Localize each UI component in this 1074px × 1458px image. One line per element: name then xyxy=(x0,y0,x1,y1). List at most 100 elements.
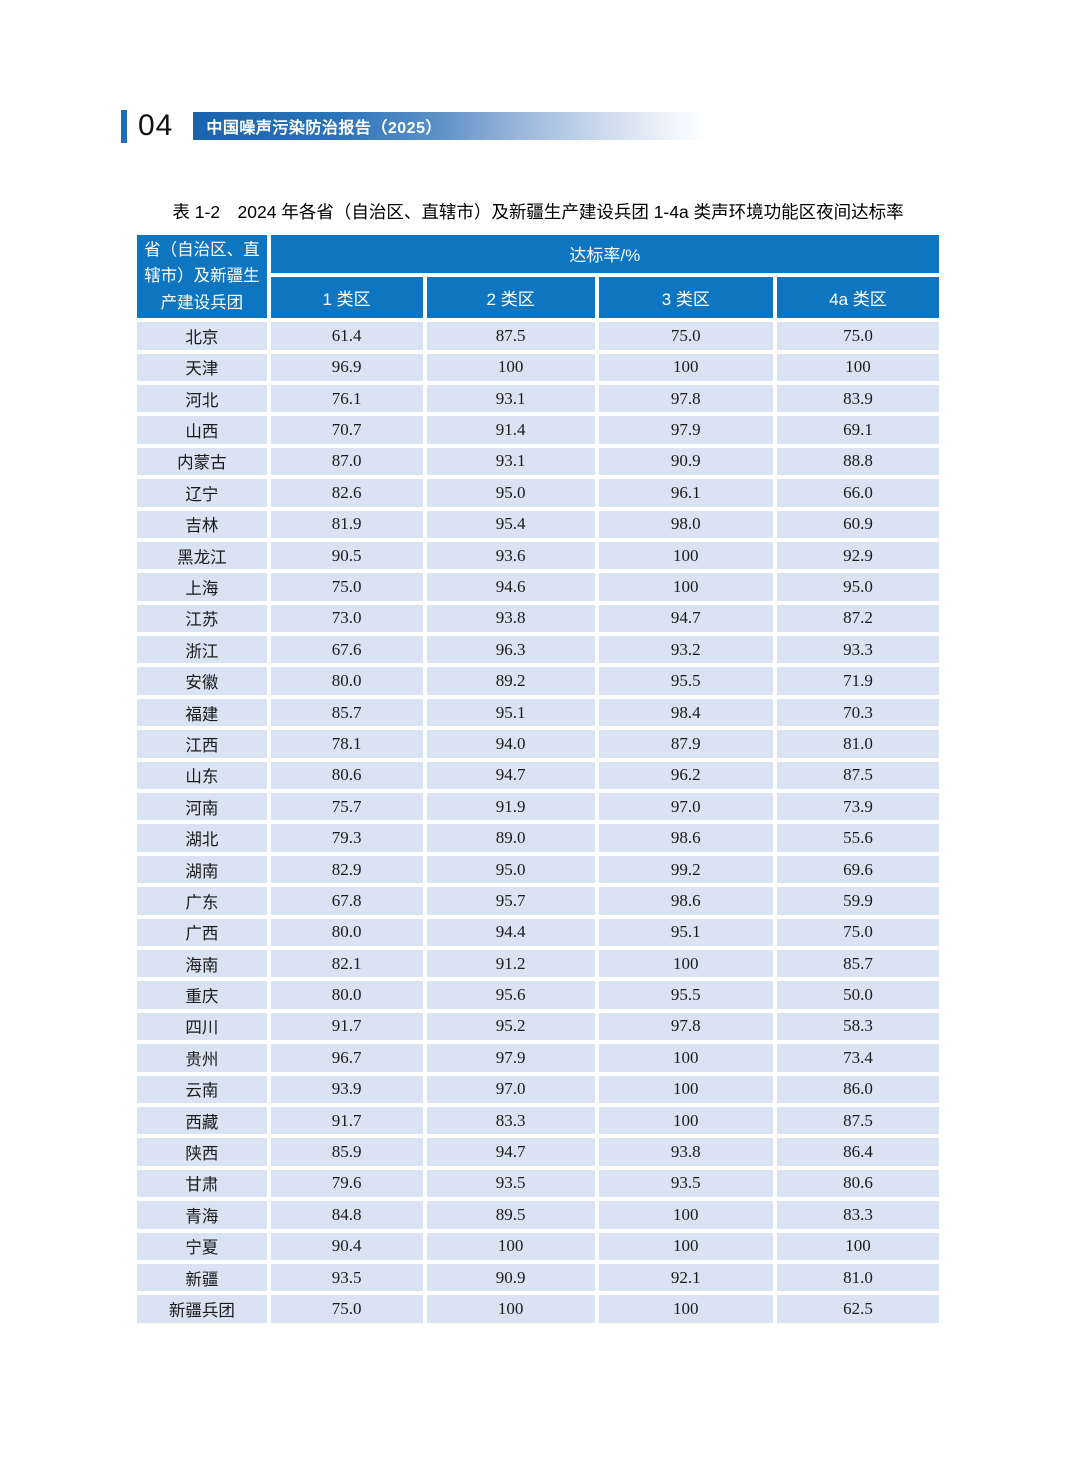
value-cell: 94.6 xyxy=(426,573,595,601)
value-cell: 75.0 xyxy=(776,918,939,946)
value-cell: 94.7 xyxy=(426,761,595,790)
table-row: 辽宁 82.6 95.0 96.1 66.0 xyxy=(137,479,939,507)
value-cell: 87.5 xyxy=(426,322,595,350)
value-cell: 83.3 xyxy=(426,1106,595,1135)
region-cell: 广西 xyxy=(137,918,267,946)
table-body: 北京 61.4 87.5 75.0 75.0 天津 96.9 100 100 100 河北 76.1 9… xyxy=(137,322,939,1323)
value-cell: 93.5 xyxy=(426,1169,595,1198)
zone3-header: 3 类区 xyxy=(598,276,773,319)
value-cell: 94.7 xyxy=(426,1138,595,1166)
value-cell: 90.9 xyxy=(426,1263,595,1292)
value-cell: 75.7 xyxy=(270,793,423,821)
value-cell: 55.6 xyxy=(776,824,939,852)
value-cell: 98.0 xyxy=(598,510,773,538)
value-cell: 60.9 xyxy=(776,510,939,538)
region-column-header: 省（自治区、直辖市）及新疆生产建设兵团 xyxy=(137,235,267,319)
region-cell: 吉林 xyxy=(137,510,267,538)
value-cell: 95.0 xyxy=(776,573,939,601)
value-cell: 89.5 xyxy=(426,1201,595,1229)
value-cell: 93.5 xyxy=(598,1169,773,1198)
region-cell: 新疆 xyxy=(137,1263,267,1292)
value-cell: 100 xyxy=(598,1075,773,1103)
value-cell: 95.1 xyxy=(598,918,773,946)
table-row: 广东 67.8 95.7 98.6 59.9 xyxy=(137,887,939,915)
region-cell: 河南 xyxy=(137,793,267,821)
region-cell: 贵州 xyxy=(137,1044,267,1072)
region-cell: 海南 xyxy=(137,949,267,978)
value-cell: 61.4 xyxy=(270,322,423,350)
table-row: 北京 61.4 87.5 75.0 75.0 xyxy=(137,322,939,350)
value-cell: 96.7 xyxy=(270,1044,423,1072)
value-cell: 84.8 xyxy=(270,1201,423,1229)
value-cell: 80.0 xyxy=(270,981,423,1009)
value-cell: 78.1 xyxy=(270,730,423,758)
value-cell: 80.6 xyxy=(270,761,423,790)
value-cell: 93.3 xyxy=(776,636,939,664)
value-cell: 100 xyxy=(598,949,773,978)
value-cell: 97.0 xyxy=(426,1075,595,1103)
value-cell: 70.3 xyxy=(776,698,939,727)
value-cell: 87.5 xyxy=(776,761,939,790)
value-cell: 97.9 xyxy=(426,1044,595,1072)
value-cell: 86.0 xyxy=(776,1075,939,1103)
value-cell: 80.0 xyxy=(270,667,423,695)
value-cell: 71.9 xyxy=(776,667,939,695)
value-cell: 82.1 xyxy=(270,949,423,978)
value-cell: 58.3 xyxy=(776,1012,939,1041)
value-cell: 93.1 xyxy=(426,384,595,413)
region-cell: 宁夏 xyxy=(137,1232,267,1260)
value-cell: 85.7 xyxy=(270,698,423,727)
table-row: 甘肃 79.6 93.5 93.5 80.6 xyxy=(137,1169,939,1198)
region-cell: 北京 xyxy=(137,322,267,350)
table-row: 安徽 80.0 89.2 95.5 71.9 xyxy=(137,667,939,695)
value-cell: 95.2 xyxy=(426,1012,595,1041)
table-row: 陕西 85.9 94.7 93.8 86.4 xyxy=(137,1138,939,1166)
region-cell: 青海 xyxy=(137,1201,267,1229)
region-cell: 甘肃 xyxy=(137,1169,267,1198)
table-row: 贵州 96.7 97.9 100 73.4 xyxy=(137,1044,939,1072)
value-cell: 97.8 xyxy=(598,384,773,413)
value-cell: 100 xyxy=(598,573,773,601)
value-cell: 79.3 xyxy=(270,824,423,852)
region-cell: 重庆 xyxy=(137,981,267,1009)
value-cell: 100 xyxy=(426,1295,595,1323)
region-cell: 云南 xyxy=(137,1075,267,1103)
value-cell: 93.2 xyxy=(598,636,773,664)
page-header: 04 中国噪声污染防治报告（2025） xyxy=(121,108,709,144)
value-cell: 100 xyxy=(776,353,939,381)
table-row: 云南 93.9 97.0 100 86.0 xyxy=(137,1075,939,1103)
region-cell: 湖北 xyxy=(137,824,267,852)
value-cell: 93.6 xyxy=(426,541,595,570)
zone1-header: 1 类区 xyxy=(270,276,423,319)
region-cell: 内蒙古 xyxy=(137,447,267,476)
value-cell: 87.5 xyxy=(776,1106,939,1135)
value-cell: 92.1 xyxy=(598,1263,773,1292)
value-cell: 98.6 xyxy=(598,824,773,852)
value-cell: 93.8 xyxy=(426,604,595,633)
table-row: 青海 84.8 89.5 100 83.3 xyxy=(137,1201,939,1229)
table-row: 广西 80.0 94.4 95.1 75.0 xyxy=(137,918,939,946)
region-cell: 福建 xyxy=(137,698,267,727)
table-row: 河北 76.1 93.1 97.8 83.9 xyxy=(137,384,939,413)
table-row: 山东 80.6 94.7 96.2 87.5 xyxy=(137,761,939,790)
value-cell: 70.7 xyxy=(270,416,423,444)
page-number: 04 xyxy=(138,109,174,142)
value-cell: 100 xyxy=(598,1106,773,1135)
value-cell: 98.6 xyxy=(598,887,773,915)
value-cell: 83.9 xyxy=(776,384,939,413)
value-cell: 96.9 xyxy=(270,353,423,381)
table-row: 海南 82.1 91.2 100 85.7 xyxy=(137,949,939,978)
table-row: 江西 78.1 94.0 87.9 81.0 xyxy=(137,730,939,758)
region-cell: 辽宁 xyxy=(137,479,267,507)
table-row: 新疆兵团 75.0 100 100 62.5 xyxy=(137,1295,939,1323)
region-cell: 广东 xyxy=(137,887,267,915)
table-row: 浙江 67.6 96.3 93.2 93.3 xyxy=(137,636,939,664)
value-cell: 97.9 xyxy=(598,416,773,444)
value-cell: 97.8 xyxy=(598,1012,773,1041)
table-row: 重庆 80.0 95.6 95.5 50.0 xyxy=(137,981,939,1009)
value-cell: 89.2 xyxy=(426,667,595,695)
value-cell: 89.0 xyxy=(426,824,595,852)
value-cell: 91.9 xyxy=(426,793,595,821)
value-cell: 69.6 xyxy=(776,855,939,884)
value-cell: 95.0 xyxy=(426,479,595,507)
